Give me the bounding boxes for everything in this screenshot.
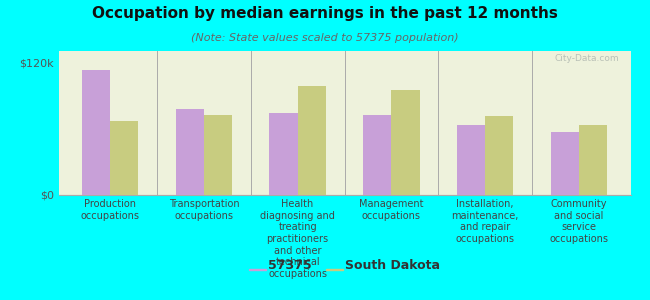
Bar [579,125,607,195]
Bar [204,115,232,195]
Bar [82,70,110,195]
Bar [391,90,419,195]
Bar [485,116,514,195]
Bar [363,115,391,195]
Bar [298,86,326,195]
Text: (Note: State values scaled to 57375 population): (Note: State values scaled to 57375 popu… [191,33,459,43]
Text: Occupation by median earnings in the past 12 months: Occupation by median earnings in the pas… [92,6,558,21]
Bar [110,121,138,195]
Bar [551,132,579,195]
Bar [270,113,298,195]
Bar [457,125,485,195]
Legend: 57375, South Dakota: 57375, South Dakota [249,259,440,272]
Bar [176,109,204,195]
Text: City-Data.com: City-Data.com [554,54,619,63]
